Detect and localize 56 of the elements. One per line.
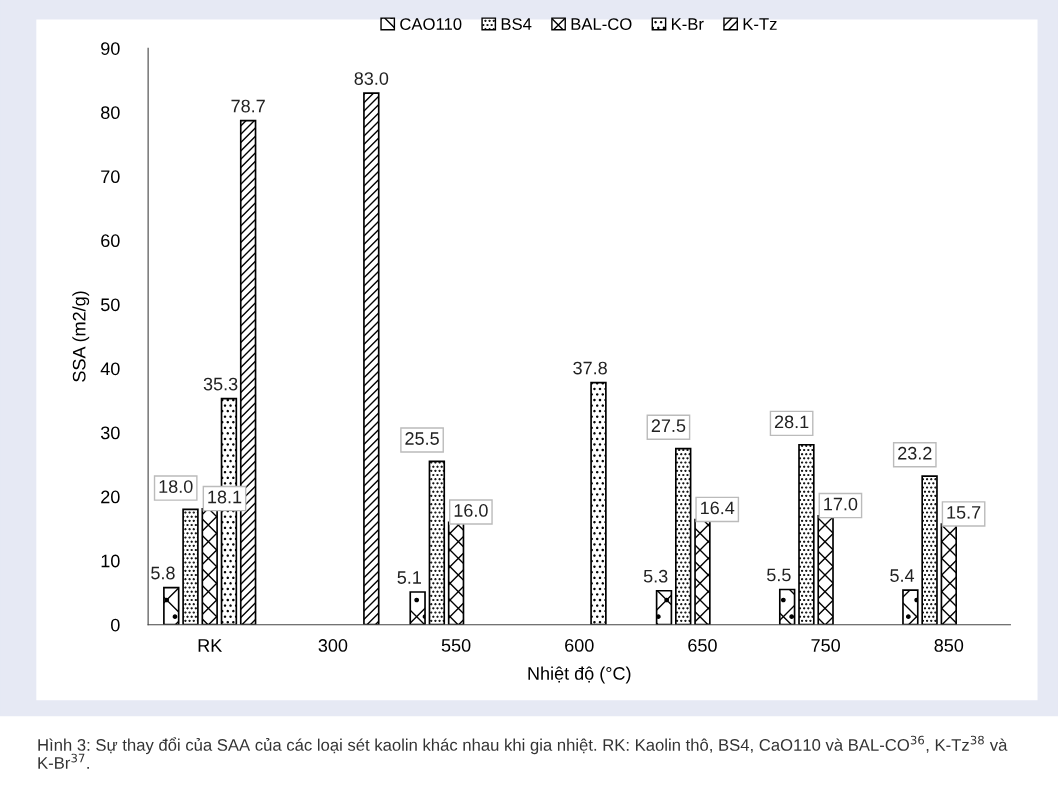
y-tick-label: 30 [100, 426, 120, 440]
x-tick-label: 550 [441, 639, 471, 652]
y-tick-label: 60 [101, 234, 120, 248]
y-tick-label: 90 [101, 42, 120, 55]
x-tick-label: 300 [318, 639, 348, 652]
bar [590, 381, 607, 625]
bar [921, 475, 938, 625]
data-label: 5.8 [151, 566, 175, 580]
y-tick-label: 80 [101, 106, 120, 120]
data-label: 5.3 [643, 569, 668, 583]
bar [428, 460, 446, 625]
text: Hình 3: Sự thay đổi của SAA của các loại sét kaolin khác nhau khi gia nhiệt. RK: Kaolin thô, BS4, CaO110 và BAL-CO$^{36}$, K-Tz$^{38}$ và K-Br$^{37}$. [38, 735, 1008, 769]
y-tick-label: 40 [100, 362, 120, 376]
y-tick-label: 70 [101, 170, 120, 184]
legend-label: K-Tz [743, 18, 777, 30]
data-label: 28.1 [774, 415, 809, 429]
data-label: 23.2 [898, 446, 932, 460]
data-label: 37.8 [573, 361, 607, 375]
bar [798, 443, 815, 625]
data-label: 5.5 [767, 568, 791, 582]
data-label: 15.7 [947, 506, 981, 519]
data-label: 83.0 [354, 72, 389, 85]
data-label: 18.1 [208, 490, 242, 504]
data-label: 16.4 [701, 501, 735, 515]
legend-label: BS4 [501, 18, 532, 30]
data-label: 18.0 [159, 480, 193, 493]
legend-label: CAO110 [400, 18, 462, 30]
data-label: 5.4 [890, 569, 915, 582]
x-tick-label: 750 [811, 639, 840, 652]
x-tick-label: 600 [565, 639, 594, 652]
bar [778, 588, 796, 625]
legend-label: K-Br [671, 18, 704, 30]
y-tick-label: 50 [100, 298, 120, 312]
bar [182, 508, 199, 625]
y-axis-title: SSA (m2/g) [72, 291, 90, 382]
legend-label: BAL-CO [571, 18, 632, 30]
x-axis-title: Nhiệt độ (°C) [528, 666, 631, 684]
y-tick-label: 0 [111, 618, 120, 632]
x-tick-label: 850 [934, 639, 964, 652]
data-label: 35.3 [203, 377, 238, 391]
data-label: 25.5 [405, 432, 439, 445]
bar [674, 447, 692, 625]
data-label: 78.7 [231, 99, 265, 113]
bar [902, 589, 919, 625]
data-label: 5.1 [397, 571, 421, 584]
x-tick-label: RK [198, 639, 223, 652]
x-tick-label: 650 [688, 639, 717, 652]
bar [363, 92, 380, 625]
data-label: 27.5 [651, 419, 686, 433]
bar [655, 589, 673, 625]
y-tick-label: 20 [101, 490, 120, 504]
bar [163, 586, 180, 625]
data-label: 17.0 [824, 497, 858, 511]
bar [409, 591, 426, 625]
y-tick-label: 10 [101, 554, 120, 568]
data-label: 16.0 [454, 504, 488, 517]
